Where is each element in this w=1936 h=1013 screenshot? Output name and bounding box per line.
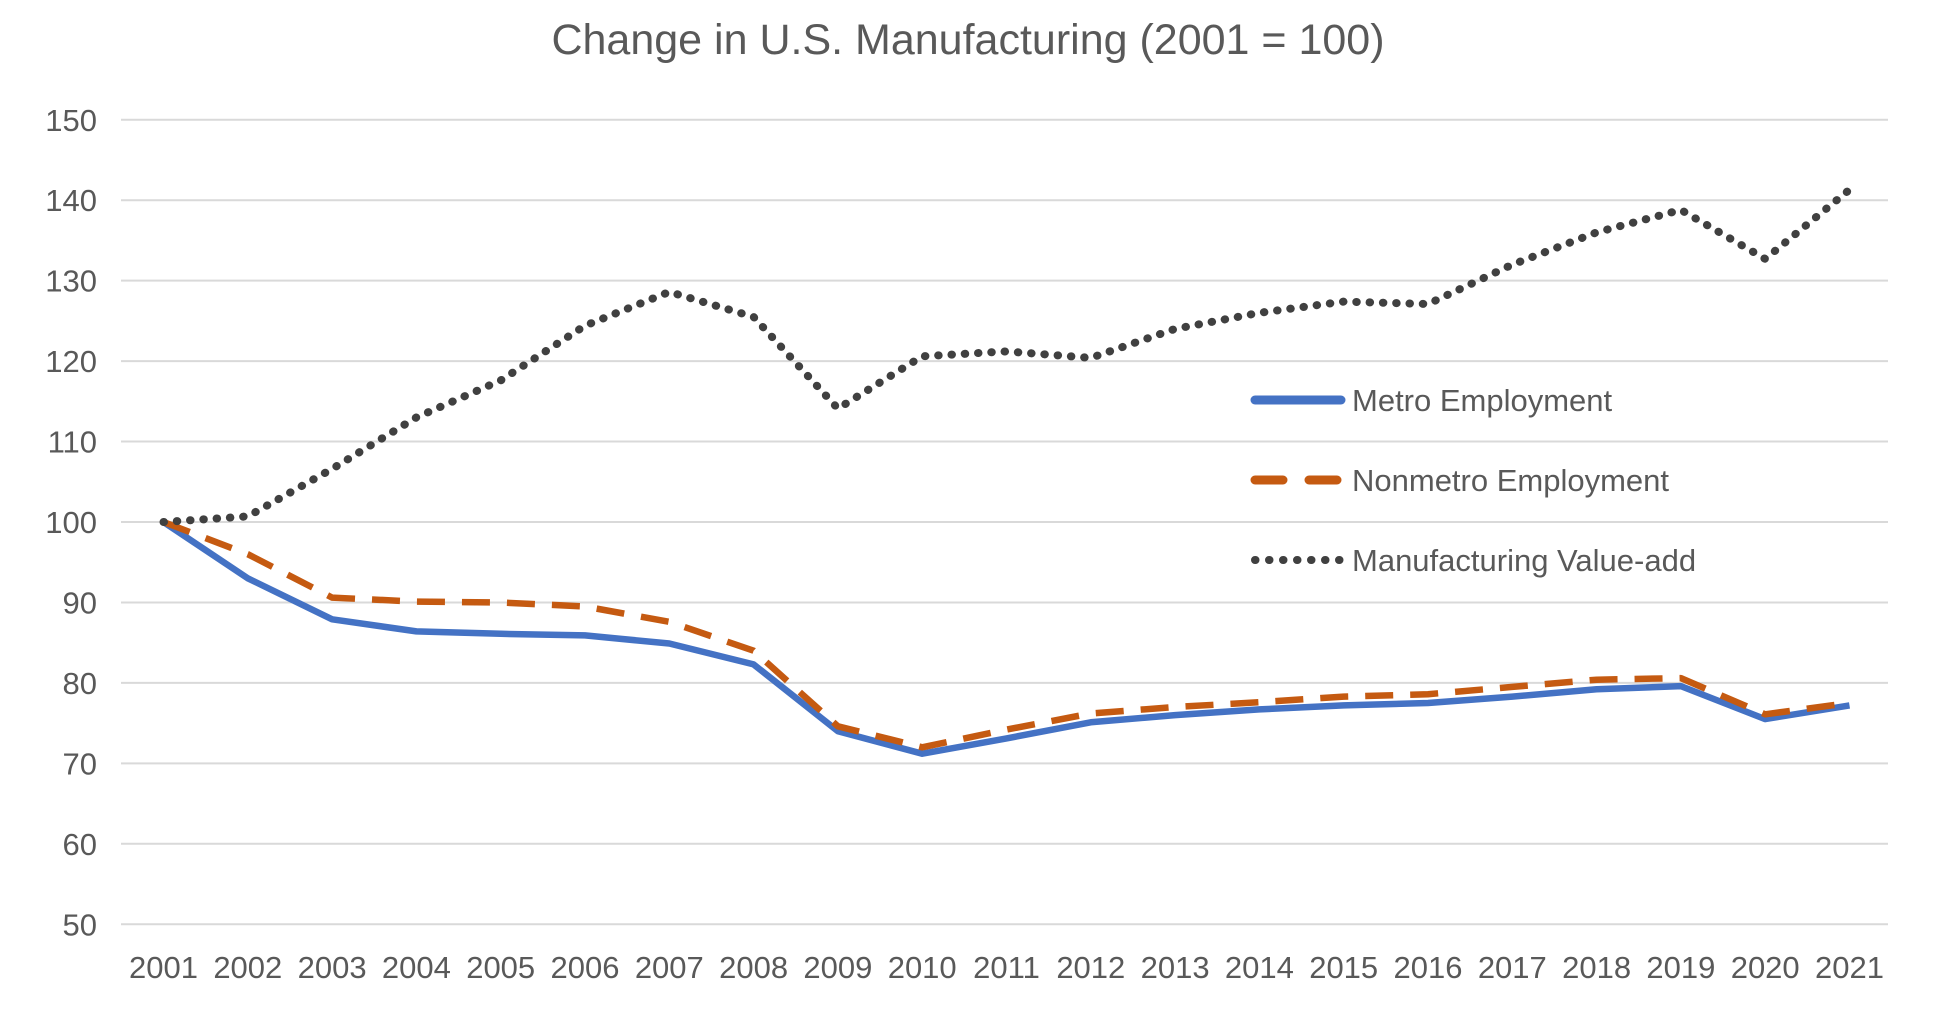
x-tick-label-2016: 2016 — [1394, 950, 1463, 985]
y-tick-label-140: 140 — [45, 183, 97, 218]
x-tick-label-2011: 2011 — [973, 950, 1040, 985]
x-tick-label-2007: 2007 — [635, 950, 704, 985]
x-tick-label-2017: 2017 — [1478, 950, 1547, 985]
y-tick-label-110: 110 — [48, 425, 97, 460]
y-tick-label-50: 50 — [63, 907, 97, 942]
x-tick-label-2002: 2002 — [213, 950, 282, 985]
x-tick-label-2020: 2020 — [1731, 950, 1800, 985]
y-tick-label-150: 150 — [45, 103, 97, 138]
x-tick-label-2008: 2008 — [719, 950, 788, 985]
x-tick-label-2013: 2013 — [1141, 950, 1210, 985]
x-tick-label-2019: 2019 — [1646, 950, 1715, 985]
x-tick-label-2014: 2014 — [1225, 950, 1294, 985]
x-tick-label-2009: 2009 — [803, 950, 872, 985]
x-tick-label-2010: 2010 — [888, 950, 957, 985]
y-tick-label-120: 120 — [45, 344, 97, 379]
x-tick-label-2004: 2004 — [382, 950, 451, 985]
legend-label-metro-employment: Metro Employment — [1352, 383, 1613, 418]
y-tick-label-100: 100 — [45, 505, 97, 540]
x-tick-label-2015: 2015 — [1309, 950, 1378, 985]
y-tick-label-90: 90 — [63, 585, 97, 620]
x-tick-label-2003: 2003 — [298, 950, 367, 985]
x-tick-label-2005: 2005 — [466, 950, 535, 985]
series-manufacturing-value-add-line — [159, 185, 1854, 526]
y-tick-label-130: 130 — [45, 264, 97, 299]
x-tick-label-2012: 2012 — [1056, 950, 1125, 985]
x-tick-label-2001: 2001 — [129, 950, 198, 985]
y-tick-label-60: 60 — [63, 827, 97, 862]
y-tick-label-70: 70 — [63, 746, 97, 781]
chart-title: Change in U.S. Manufacturing (2001 = 100… — [551, 16, 1385, 64]
y-tick-label-80: 80 — [63, 666, 97, 701]
legend-label-nonmetro-employment: Nonmetro Employment — [1352, 463, 1669, 498]
series-nonmetro-employment-line — [162, 518, 1850, 751]
x-tick-label-2018: 2018 — [1562, 950, 1631, 985]
x-tick-label-2006: 2006 — [551, 950, 620, 985]
series-metro-employment-line — [161, 519, 1851, 757]
legend-label-manufacturing-value-add: Manufacturing Value-add — [1352, 543, 1696, 578]
x-tick-label-2021: 2021 — [1815, 950, 1884, 985]
